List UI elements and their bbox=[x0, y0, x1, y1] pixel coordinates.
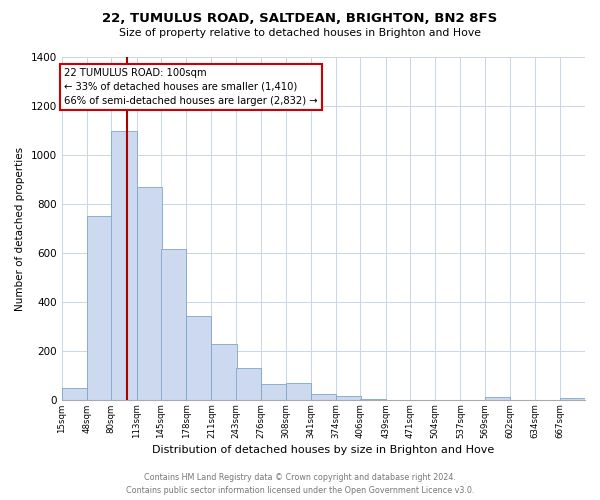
Bar bbox=[137, 186, 162, 400]
Bar bbox=[485, 398, 510, 400]
Bar bbox=[286, 383, 311, 400]
Bar bbox=[87, 216, 112, 400]
Bar bbox=[261, 384, 286, 400]
Bar bbox=[62, 388, 87, 400]
Y-axis label: Number of detached properties: Number of detached properties bbox=[15, 146, 25, 310]
Bar bbox=[211, 344, 236, 401]
Bar bbox=[560, 398, 585, 400]
Text: 22, TUMULUS ROAD, SALTDEAN, BRIGHTON, BN2 8FS: 22, TUMULUS ROAD, SALTDEAN, BRIGHTON, BN… bbox=[103, 12, 497, 26]
Text: 22 TUMULUS ROAD: 100sqm
← 33% of detached houses are smaller (1,410)
66% of semi: 22 TUMULUS ROAD: 100sqm ← 33% of detache… bbox=[64, 68, 317, 106]
Bar bbox=[336, 396, 361, 400]
Bar bbox=[161, 250, 186, 400]
Bar bbox=[236, 368, 261, 400]
Bar bbox=[112, 132, 137, 400]
Bar bbox=[361, 399, 386, 400]
X-axis label: Distribution of detached houses by size in Brighton and Hove: Distribution of detached houses by size … bbox=[152, 445, 494, 455]
Bar bbox=[186, 316, 211, 400]
Text: Contains HM Land Registry data © Crown copyright and database right 2024.
Contai: Contains HM Land Registry data © Crown c… bbox=[126, 474, 474, 495]
Text: Size of property relative to detached houses in Brighton and Hove: Size of property relative to detached ho… bbox=[119, 28, 481, 38]
Bar bbox=[311, 394, 336, 400]
